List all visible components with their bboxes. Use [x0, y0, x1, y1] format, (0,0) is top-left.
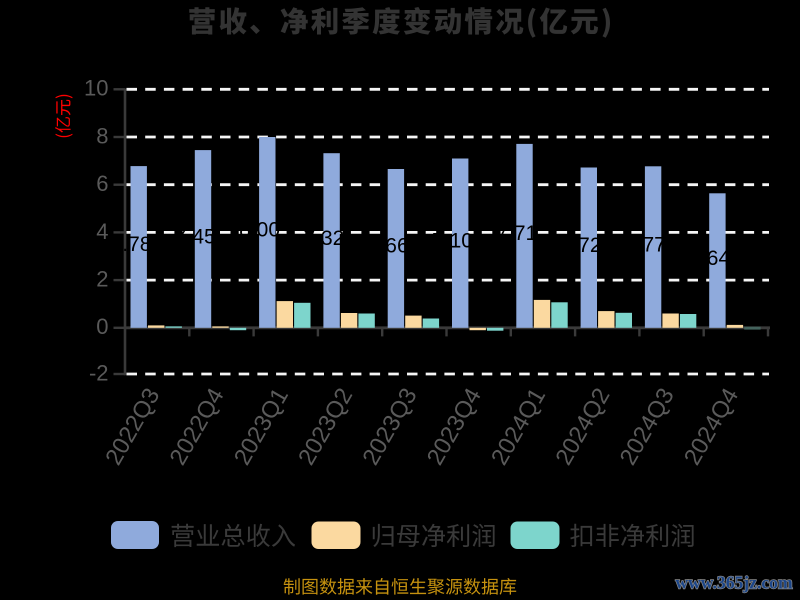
svg-text:6: 6: [96, 171, 108, 196]
svg-text:www.365jz.com: www.365jz.com: [675, 573, 793, 593]
svg-text:2: 2: [96, 267, 108, 292]
svg-text:4: 4: [96, 219, 108, 244]
svg-text:6.66: 6.66: [368, 235, 409, 258]
svg-text:7.71: 7.71: [496, 222, 537, 245]
svg-text:5.64: 5.64: [689, 247, 730, 270]
svg-text:6.78: 6.78: [111, 233, 152, 256]
svg-text:8.00: 8.00: [239, 219, 280, 242]
svg-text:0: 0: [96, 314, 108, 339]
svg-text:8: 8: [96, 123, 108, 148]
svg-text:6.77: 6.77: [625, 233, 666, 256]
svg-text:-2: -2: [89, 360, 109, 385]
svg-text:7.45: 7.45: [175, 225, 216, 248]
svg-text:7.32: 7.32: [303, 227, 344, 250]
svg-text:6.72: 6.72: [561, 234, 602, 257]
svg-text:10: 10: [84, 76, 108, 101]
svg-text:7.10: 7.10: [432, 229, 473, 252]
